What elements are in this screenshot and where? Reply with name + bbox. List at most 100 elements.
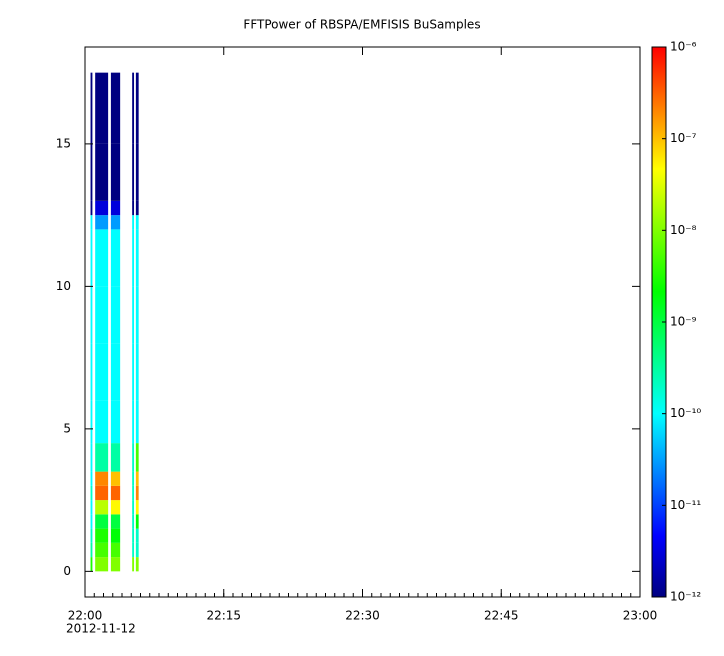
- spectrogram-cell: [132, 557, 135, 572]
- spectrogram-cell: [90, 514, 93, 529]
- spectrogram-cell: [132, 215, 135, 230]
- spectrogram-cell: [135, 72, 139, 144]
- spectrogram-cell: [95, 542, 109, 558]
- y-tick-label: 15: [56, 136, 71, 150]
- spectrogram-cell: [135, 400, 139, 444]
- spectrogram-cell: [110, 471, 121, 486]
- spectrogram-cell: [95, 400, 109, 444]
- x-tick-label: 22:30: [345, 609, 380, 623]
- spectrogram-cell: [110, 143, 121, 201]
- spectrogram-cell: [90, 143, 93, 201]
- spectrogram-cell: [95, 143, 109, 201]
- spectrogram-cell: [132, 229, 135, 287]
- colorbar-tick-label: 10⁻¹²: [670, 590, 701, 604]
- spectrogram-cell: [132, 200, 135, 216]
- spectrogram-cell: [110, 286, 121, 344]
- spectrogram-cell: [135, 514, 139, 529]
- spectrogram-cell: [135, 528, 139, 543]
- spectrogram-cell: [90, 528, 93, 543]
- spectrogram-cell: [95, 500, 109, 515]
- spectrogram-cell: [95, 485, 109, 501]
- y-tick-label: 10: [56, 279, 71, 293]
- spectrogram-cell: [90, 215, 93, 230]
- spectrogram-cell: [110, 400, 121, 444]
- chart-title: FFTPower of RBSPA/EMFISIS BuSamples: [243, 18, 480, 32]
- spectrogram-cell: [95, 72, 109, 144]
- spectrogram-cell: [135, 215, 139, 230]
- spectrogram-cell: [95, 443, 109, 472]
- spectrogram-cell: [132, 400, 135, 444]
- colorbar-tick-label: 10⁻⁶: [670, 40, 697, 54]
- spectrogram-cell: [132, 443, 135, 472]
- x-tick-label: 22:00: [68, 609, 103, 623]
- spectrogram-cell: [90, 500, 93, 515]
- spectrogram-cell: [90, 200, 93, 216]
- spectrogram-cell: [90, 471, 93, 486]
- spectrogram-cell: [132, 286, 135, 344]
- spectrogram-cell: [90, 400, 93, 444]
- spectrogram-cell: [135, 500, 139, 515]
- spectrogram-cell: [135, 557, 139, 572]
- spectrogram-cell: [110, 443, 121, 472]
- spectrogram-cell: [135, 229, 139, 287]
- spectrogram-cell: [95, 471, 109, 486]
- spectrogram-cell: [110, 215, 121, 230]
- spectrogram-cell: [110, 200, 121, 216]
- spectrogram-cell: [95, 200, 109, 216]
- spectrogram-cell: [135, 286, 139, 344]
- spectrogram-cell: [90, 542, 93, 558]
- spectrogram-cell: [95, 557, 109, 572]
- colorbar-tick-label: 10⁻⁷: [670, 131, 697, 145]
- spectrogram-cell: [90, 485, 93, 501]
- x-tick-label: 23:00: [623, 609, 658, 623]
- spectrogram-cell: [110, 557, 121, 572]
- y-tick-label: 0: [63, 564, 71, 578]
- colorbar-tick-label: 10⁻⁸: [670, 223, 697, 237]
- spectrogram-cell: [135, 485, 139, 501]
- spectrogram-cell: [135, 471, 139, 486]
- x-tick-label: 22:15: [206, 609, 241, 623]
- plot-frame: [84, 46, 641, 598]
- x-date-label: 2012-11-12: [66, 622, 136, 636]
- spectrogram-cell: [95, 343, 109, 401]
- spectrogram-cell: [90, 72, 93, 144]
- x-tick-label: 22:45: [484, 609, 519, 623]
- colorbar-tick-label: 10⁻⁹: [670, 315, 697, 329]
- spectrogram-cell: [110, 528, 121, 543]
- spectrogram-cell: [110, 500, 121, 515]
- spectrogram-cell: [132, 471, 135, 486]
- spectrogram-cell: [132, 542, 135, 558]
- spectrogram-cell: [135, 200, 139, 216]
- spectrogram-cell: [110, 485, 121, 501]
- spectrogram-cell: [135, 343, 139, 401]
- spectrogram-cell: [132, 514, 135, 529]
- spectrogram-cell: [135, 542, 139, 558]
- spectrogram-cell: [132, 528, 135, 543]
- spectrogram-cell: [95, 514, 109, 529]
- spectrogram-cell: [135, 443, 139, 472]
- spectrogram-cell: [90, 229, 93, 287]
- y-tick-label: 5: [63, 421, 71, 435]
- spectrogram-cell: [132, 485, 135, 501]
- spectrogram-cell: [110, 542, 121, 558]
- spectrogram-cell: [132, 72, 135, 144]
- spectrogram-cell: [90, 286, 93, 344]
- spectrogram-cell: [110, 229, 121, 287]
- spectrogram-cell: [132, 143, 135, 201]
- spectrogram-cell: [110, 72, 121, 144]
- colorbar-tick-label: 10⁻¹⁰: [670, 406, 701, 420]
- spectrogram-cell: [110, 343, 121, 401]
- colorbar-tick-label: 10⁻¹¹: [670, 498, 701, 512]
- spectrogram-cell: [95, 286, 109, 344]
- spectrogram-cell: [90, 343, 93, 401]
- spectrogram-cell: [132, 343, 135, 401]
- spectrogram-cell: [90, 557, 93, 572]
- spectrogram-cell: [90, 443, 93, 472]
- spectrogram-cell: [95, 229, 109, 287]
- spectrogram-cell: [110, 514, 121, 529]
- spectrogram-cell: [132, 500, 135, 515]
- spectrogram-cell: [95, 215, 109, 230]
- spectrogram-cell: [95, 528, 109, 543]
